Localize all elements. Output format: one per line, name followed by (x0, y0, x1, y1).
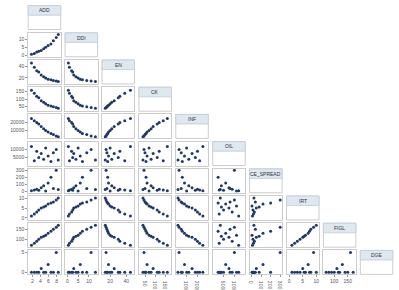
svg-text:50: 50 (19, 103, 25, 109)
svg-text:200: 200 (16, 174, 25, 180)
svg-text:150: 150 (162, 281, 168, 290)
svg-text:CK: CK (151, 89, 159, 95)
svg-text:150: 150 (344, 278, 353, 284)
svg-text:6: 6 (47, 278, 50, 284)
svg-text:100: 100 (16, 96, 25, 102)
svg-text:10000: 10000 (10, 127, 24, 133)
svg-text:150: 150 (16, 226, 25, 232)
svg-text:0: 0 (21, 269, 24, 275)
svg-text:EN: EN (115, 62, 122, 68)
svg-text:10: 10 (19, 36, 25, 42)
svg-text:150: 150 (16, 88, 25, 94)
svg-text:10: 10 (314, 278, 320, 284)
svg-text:100: 100 (152, 281, 158, 290)
svg-text:100: 100 (258, 281, 264, 290)
svg-text:0: 0 (21, 52, 24, 58)
svg-text:100: 100 (16, 181, 25, 187)
svg-text:20000: 20000 (194, 281, 200, 290)
svg-text:0: 0 (21, 188, 24, 194)
svg-text:5: 5 (77, 278, 80, 284)
svg-text:20: 20 (19, 75, 25, 81)
svg-text:5: 5 (301, 278, 304, 284)
svg-text:200: 200 (267, 281, 273, 290)
svg-text:300: 300 (277, 281, 283, 290)
svg-text:5: 5 (21, 44, 24, 50)
svg-text:100: 100 (16, 236, 25, 242)
svg-text:40: 40 (124, 278, 130, 284)
svg-text:CE_SPREAD: CE_SPREAD (250, 171, 281, 177)
svg-text:4: 4 (39, 278, 42, 284)
svg-text:DGE: DGE (371, 252, 383, 258)
svg-text:5000: 5000 (13, 154, 24, 160)
svg-text:50: 50 (142, 281, 148, 287)
svg-text:0: 0 (288, 278, 291, 284)
svg-text:2: 2 (31, 278, 34, 284)
svg-text:ADD: ADD (39, 7, 50, 13)
svg-text:20: 20 (107, 278, 113, 284)
svg-text:FIGL: FIGL (334, 225, 345, 231)
svg-text:0: 0 (21, 215, 24, 221)
svg-text:20000: 20000 (10, 119, 24, 125)
svg-text:INF: INF (188, 116, 196, 122)
svg-text:OIL: OIL (225, 143, 233, 149)
svg-text:10: 10 (86, 278, 92, 284)
svg-text:IRT: IRT (299, 198, 307, 204)
svg-text:0: 0 (248, 281, 254, 284)
svg-text:10000: 10000 (231, 281, 237, 290)
svg-text:5: 5 (21, 205, 24, 211)
svg-text:5000: 5000 (220, 281, 226, 290)
svg-text:10: 10 (19, 195, 25, 201)
svg-text:DDI: DDI (77, 35, 86, 41)
svg-text:300: 300 (16, 167, 25, 173)
svg-text:40: 40 (19, 63, 25, 69)
svg-text:0: 0 (66, 278, 69, 284)
svg-text:8: 8 (55, 278, 58, 284)
svg-text:10000: 10000 (10, 146, 24, 152)
svg-text:10000: 10000 (183, 281, 189, 290)
svg-text:100: 100 (330, 278, 339, 284)
svg-text:5: 5 (21, 249, 24, 255)
